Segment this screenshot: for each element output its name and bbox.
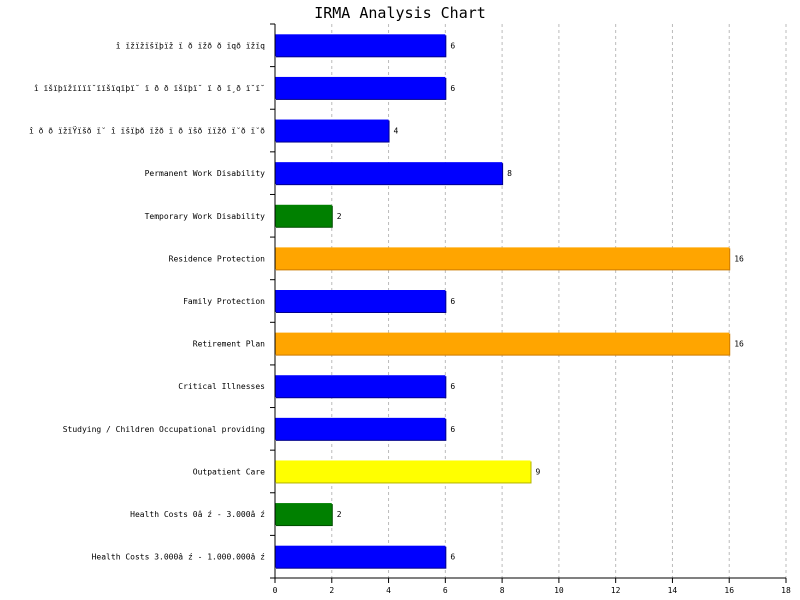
category-label: Studying / Children Occupational providi… xyxy=(63,425,265,434)
labels: 6 î ïžïžïšïþïž ï ð ïžð ð ïqð ïžïq 6 î ïšïþï… xyxy=(29,40,791,595)
x-tick-label: 16 xyxy=(724,586,734,595)
category-label: Health Costs 0â ź - 3.000â ź xyxy=(130,510,265,519)
category-label: Temporary Work Disability xyxy=(145,212,266,221)
bar-value-label: 16 xyxy=(734,340,744,349)
bar xyxy=(275,162,503,185)
x-tick-label: 14 xyxy=(668,586,678,595)
bar-value-label: 6 xyxy=(450,84,455,93)
bar xyxy=(275,34,446,57)
bar-value-label: 6 xyxy=(450,553,455,562)
category-label: Retirement Plan xyxy=(193,340,265,349)
bar xyxy=(275,290,446,312)
chart-title: IRMA Analysis Chart xyxy=(314,4,486,22)
bar-value-label: 9 xyxy=(536,467,541,476)
bar-value-label: 16 xyxy=(734,254,744,263)
bar-value-label: 6 xyxy=(450,41,455,50)
bar xyxy=(275,204,332,227)
bar xyxy=(275,460,531,483)
x-tick-label: 18 xyxy=(781,586,791,595)
bar xyxy=(275,503,332,526)
bar-value-label: 6 xyxy=(450,425,455,434)
bar-value-label: 6 xyxy=(450,297,455,306)
category-label: î ð ð ïžïŸïšð ï˘ î ïšïþð ïžð ï ð ïšð ïïž… xyxy=(29,126,265,136)
x-tick-label: 0 xyxy=(273,586,278,595)
bar xyxy=(275,545,446,568)
category-label: Health Costs 3.000â ź - 1.000.000â ź xyxy=(92,553,266,562)
category-label: Residence Protection xyxy=(169,254,266,263)
bar xyxy=(275,247,730,270)
bars xyxy=(275,34,731,569)
x-tick-label: 2 xyxy=(329,586,334,595)
category-label: î ïšïþïžïïïï˘ïïšïqïþï˘ ï ð ð ïšïþï˘ ï ð … xyxy=(34,83,265,93)
bar xyxy=(275,375,446,398)
x-tick-label: 8 xyxy=(500,586,505,595)
bar-value-label: 8 xyxy=(507,169,512,178)
category-label: î ïžïžïšïþïž ï ð ïžð ð ïqð ïžïq xyxy=(116,40,265,50)
x-tick-label: 6 xyxy=(443,586,448,595)
bar-value-label: 4 xyxy=(394,127,399,136)
x-tick-label: 4 xyxy=(386,586,391,595)
x-tick-label: 10 xyxy=(554,586,564,595)
bar xyxy=(275,76,446,99)
axes xyxy=(270,23,787,583)
bar-value-label: 2 xyxy=(337,510,342,519)
bar xyxy=(275,417,446,440)
bar-value-label: 2 xyxy=(337,212,342,221)
bar xyxy=(275,119,389,142)
category-label: Permanent Work Disability xyxy=(145,169,266,178)
bar xyxy=(275,332,730,355)
category-label: Outpatient Care xyxy=(193,467,265,476)
bar-value-label: 6 xyxy=(450,382,455,391)
category-label: Critical Illnesses xyxy=(178,382,265,391)
category-label: Family Protection xyxy=(183,297,265,306)
x-tick-label: 12 xyxy=(611,586,621,595)
